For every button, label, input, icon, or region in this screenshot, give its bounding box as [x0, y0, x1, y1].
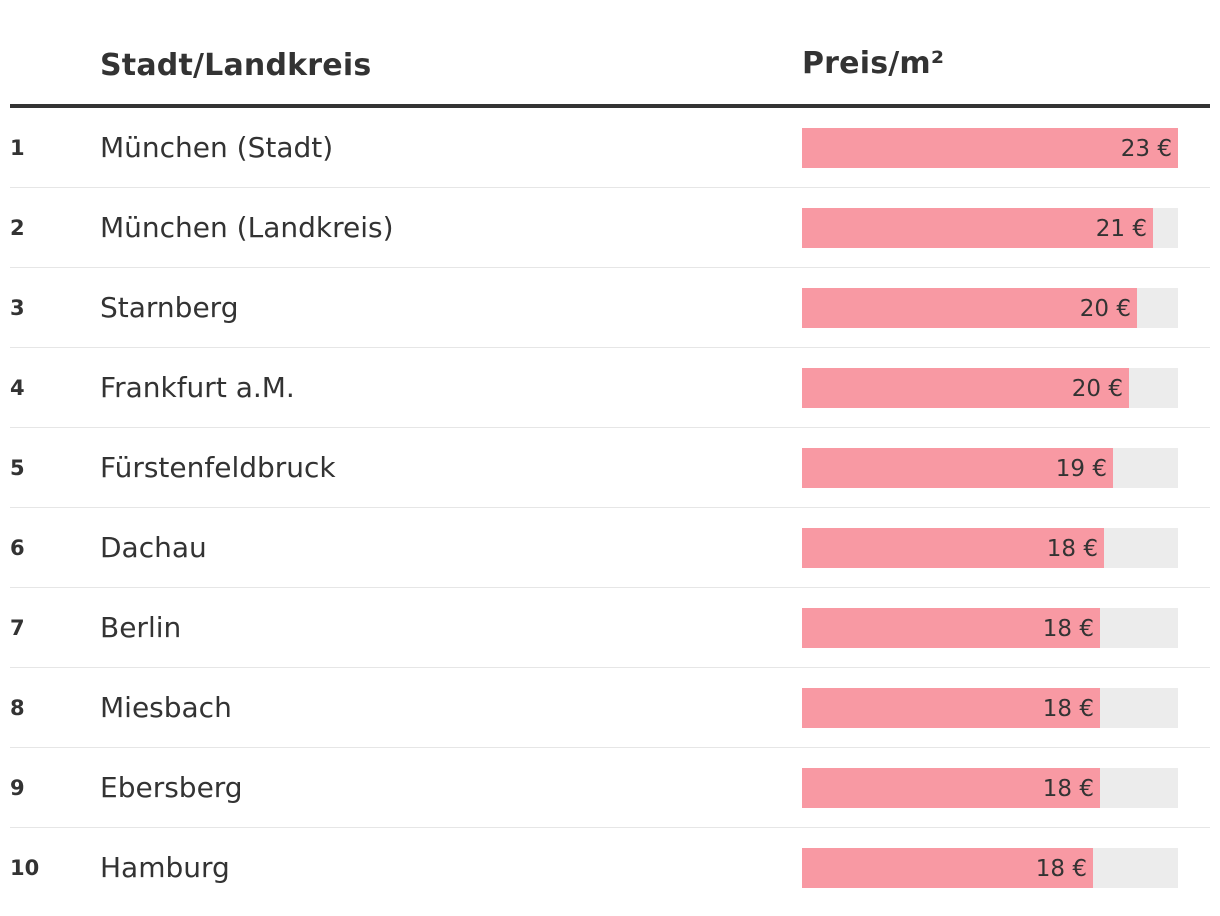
price-bar: 18 € [802, 528, 1104, 568]
price-bar: 20 € [802, 288, 1137, 328]
price-bar: 21 € [802, 208, 1153, 248]
column-header-city: Stadt/Landkreis [100, 48, 372, 83]
price-bar: 18 € [802, 688, 1100, 728]
price-label: 20 € [1079, 296, 1131, 322]
price-label: 20 € [1071, 376, 1123, 402]
table-row: 5 Fürstenfeldbruck 19 € [10, 428, 1210, 508]
price-bar: 23 € [802, 128, 1178, 168]
rank-number: 5 [10, 456, 25, 480]
table-row: 3 Starnberg 20 € [10, 268, 1210, 348]
table-header: Stadt/Landkreis Preis/m² [10, 0, 1210, 108]
table-body: 1 München (Stadt) 23 € 2 München (Landkreis)… [10, 108, 1210, 908]
bar-track: 20 € [802, 288, 1178, 328]
rank-number: 4 [10, 376, 25, 400]
rank-number: 9 [10, 776, 25, 800]
city-name: Starnberg [100, 291, 239, 324]
table-row: 2 München (Landkreis) 21 € [10, 188, 1210, 268]
price-label: 18 € [1042, 696, 1094, 722]
city-name: Frankfurt a.M. [100, 371, 295, 404]
table-row: 1 München (Stadt) 23 € [10, 108, 1210, 188]
bar-track: 18 € [802, 528, 1178, 568]
column-header-price: Preis/m² [802, 46, 945, 81]
rank-number: 8 [10, 696, 25, 720]
bar-track: 23 € [802, 128, 1178, 168]
city-name: Dachau [100, 531, 207, 564]
rank-number: 1 [10, 136, 25, 160]
rank-number: 10 [10, 856, 40, 880]
bar-track: 18 € [802, 848, 1178, 888]
bar-track: 20 € [802, 368, 1178, 408]
rank-number: 3 [10, 296, 25, 320]
city-name: Berlin [100, 611, 182, 644]
price-bar: 18 € [802, 608, 1100, 648]
bar-track: 19 € [802, 448, 1178, 488]
price-label: 23 € [1120, 136, 1172, 162]
city-name: Hamburg [100, 851, 230, 884]
price-label: 21 € [1095, 216, 1147, 242]
table-row: 7 Berlin 18 € [10, 588, 1210, 668]
table-row: 9 Ebersberg 18 € [10, 748, 1210, 828]
price-bar: 18 € [802, 848, 1093, 888]
table-row: 4 Frankfurt a.M. 20 € [10, 348, 1210, 428]
table-row: 6 Dachau 18 € [10, 508, 1210, 588]
city-name: München (Stadt) [100, 131, 334, 164]
city-name: Miesbach [100, 691, 232, 724]
price-label: 19 € [1055, 456, 1107, 482]
city-name: Ebersberg [100, 771, 243, 804]
bar-track: 21 € [802, 208, 1178, 248]
city-name: München (Landkreis) [100, 211, 394, 244]
price-label: 18 € [1042, 616, 1094, 642]
price-bar: 20 € [802, 368, 1129, 408]
bar-track: 18 € [802, 688, 1178, 728]
table-row: 10 Hamburg 18 € [10, 828, 1210, 908]
price-bar: 19 € [802, 448, 1113, 488]
price-bar: 18 € [802, 768, 1100, 808]
rank-number: 2 [10, 216, 25, 240]
price-label: 18 € [1035, 856, 1087, 882]
price-label: 18 € [1042, 776, 1094, 802]
city-name: Fürstenfeldbruck [100, 451, 336, 484]
ranking-table: Stadt/Landkreis Preis/m² 1 München (Stadt… [10, 0, 1210, 908]
rank-number: 7 [10, 616, 25, 640]
table-row: 8 Miesbach 18 € [10, 668, 1210, 748]
price-label: 18 € [1046, 536, 1098, 562]
bar-track: 18 € [802, 768, 1178, 808]
bar-track: 18 € [802, 608, 1178, 648]
rank-number: 6 [10, 536, 25, 560]
